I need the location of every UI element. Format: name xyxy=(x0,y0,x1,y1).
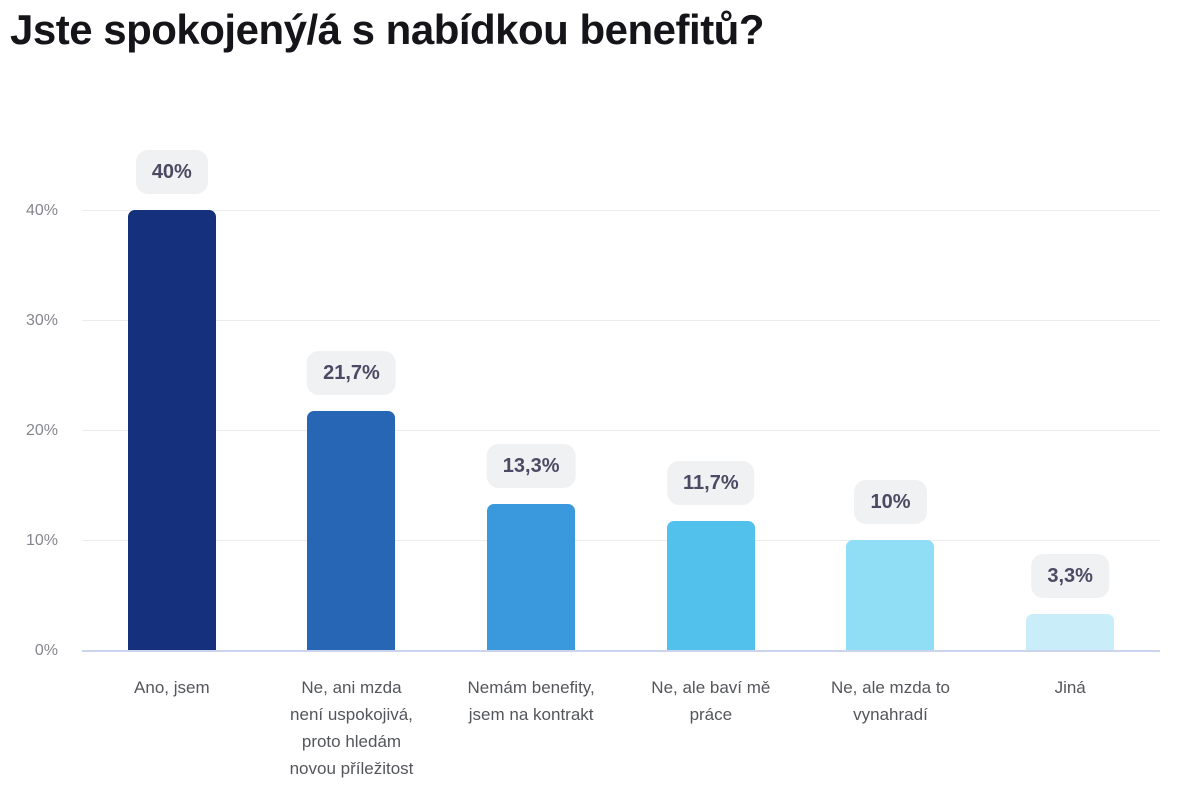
gridline xyxy=(82,320,1160,321)
bar xyxy=(127,210,216,650)
bar xyxy=(1026,613,1115,650)
gridline xyxy=(82,430,1160,431)
x-axis-category-label: Ne, ale baví mě práce xyxy=(651,678,771,724)
x-axis-category-label: Ano, jsem xyxy=(134,678,210,697)
x-axis-category-label: Jiná xyxy=(1054,678,1086,697)
gridline xyxy=(82,210,1160,211)
bar-value-badge: 13,3% xyxy=(486,443,576,488)
bar xyxy=(307,411,396,650)
chart-title: Jste spokojený/á s nabídkou benefitů? xyxy=(10,6,765,53)
y-axis-tick-label: 0% xyxy=(34,642,58,659)
y-axis-tick-label: 10% xyxy=(25,532,58,549)
bar-value-badge: 11,7% xyxy=(667,461,755,506)
x-axis-category-label: Ne, ani mzda není uspokojivá, proto hledám… xyxy=(289,678,414,778)
x-axis-category-label: Ne, ale mzda to vynahradí xyxy=(830,678,951,724)
bar-value-badge: 10% xyxy=(854,480,927,524)
bar-value-badge: 21,7% xyxy=(307,351,396,396)
y-axis-tick-label: 20% xyxy=(25,422,58,439)
bar-value-badge: 40% xyxy=(135,150,208,194)
y-axis-tick-label: 30% xyxy=(25,312,58,329)
y-axis-tick-label: 40% xyxy=(25,202,58,219)
bar-value-badge: 3,3% xyxy=(1031,553,1109,598)
gridline xyxy=(82,540,1160,541)
x-axis-baseline xyxy=(82,650,1160,652)
bar xyxy=(846,540,935,650)
x-axis-category-label: Nemám benefity, jsem na kontrakt xyxy=(467,678,595,724)
bar xyxy=(487,503,576,650)
bar xyxy=(666,521,755,650)
